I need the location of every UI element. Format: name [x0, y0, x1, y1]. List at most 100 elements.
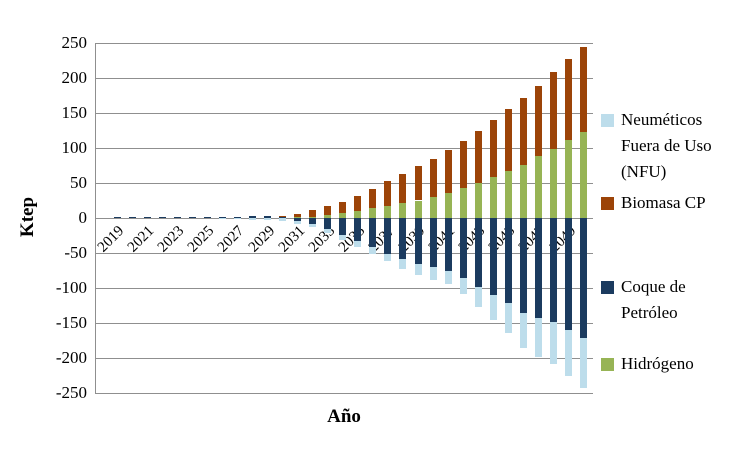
- gridline-y--100: [95, 287, 593, 289]
- bar-coque-2027: [233, 216, 241, 218]
- x-tick-label-2033: 2033: [305, 223, 339, 256]
- bar-hidrogeno-2040: [429, 197, 437, 218]
- bar-hidrogeno-2042: [459, 187, 467, 218]
- bar-coque-2048: [549, 218, 557, 323]
- x-tick-label-2027: 2027: [215, 223, 248, 256]
- bar-nfu-2036: [369, 247, 377, 255]
- bar-coque-2037: [384, 218, 392, 254]
- bar-hidrogeno-2033: [324, 215, 332, 218]
- y-tick-label: 100: [61, 138, 88, 157]
- bar-coque-2029: [264, 215, 271, 218]
- legend-label: Hidrógeno: [621, 354, 694, 373]
- bar-coque-2019: [113, 216, 121, 218]
- y-tick-label: -200: [55, 348, 87, 367]
- y-tick-label: -50: [64, 243, 87, 262]
- x-tick-label-2031: 2031: [275, 223, 308, 256]
- bar-coque-2021: [143, 216, 151, 218]
- bar-biomasa-2037: [384, 180, 392, 207]
- bar-coque-2041: [444, 218, 452, 272]
- bar-biomasa-2030: [279, 215, 287, 218]
- bar-coque-2049: [565, 218, 572, 330]
- legend-item-2: Biomasa CP: [601, 190, 721, 216]
- bar-nfu-2029: [264, 218, 271, 221]
- gridline-y-150: [95, 112, 593, 114]
- bar-coque-2024: [188, 216, 196, 218]
- bar-coque-2047: [534, 218, 542, 319]
- legend-item-1: Neuméticos Fuera de Uso (NFU): [601, 107, 721, 185]
- bar-biomasa-2041: [444, 150, 452, 193]
- bar-nfu-2035: [354, 241, 362, 247]
- legend-label: Coque de Petróleo: [621, 277, 686, 322]
- bar-hidrogeno-2049: [565, 140, 572, 218]
- x-tick-label-2019: 2019: [94, 223, 128, 256]
- bar-nfu-2043: [474, 286, 482, 307]
- bar-nfu-2030: [279, 218, 287, 221]
- bar-nfu-2049: [565, 330, 572, 377]
- bar-biomasa-2042: [459, 141, 467, 188]
- bar-coque-2032: [309, 218, 317, 224]
- bar-coque-2030: [279, 217, 287, 218]
- x-tick-label-2023: 2023: [154, 223, 188, 256]
- bar-nfu-2032: [309, 223, 317, 228]
- bar-hidrogeno-2050: [580, 131, 588, 218]
- y-tick-label: 50: [70, 173, 87, 192]
- bar-hidrogeno-2044: [489, 177, 497, 218]
- bar-biomasa-2039: [414, 166, 422, 201]
- plot-area: 2019 2021 2023 2025 2027 2029 2031 2033 2035 2037…: [94, 42, 593, 394]
- y-tick-label: 250: [61, 33, 88, 52]
- bar-biomasa-2049: [565, 59, 572, 141]
- bar-nfu-2038: [399, 259, 407, 270]
- bar-coque-2020: [128, 216, 136, 218]
- bar-hidrogeno-2048: [549, 149, 557, 218]
- bar-hidrogeno-2034: [339, 213, 347, 218]
- bar-nfu-2048: [549, 322, 557, 365]
- legend-swatch: [601, 114, 614, 127]
- bar-nfu-2033: [324, 229, 332, 234]
- bar-coque-2050: [580, 218, 588, 339]
- y-tick-label: -250: [55, 383, 87, 402]
- gridline-y-250: [95, 42, 593, 44]
- bar-nfu-2042: [459, 277, 467, 295]
- bar-nfu-2034: [339, 234, 347, 240]
- bar-biomasa-2043: [474, 130, 482, 183]
- bar-biomasa-2034: [339, 201, 347, 214]
- bar-coque-2022: [158, 216, 166, 218]
- bar-biomasa-2032: [309, 209, 317, 217]
- bar-hidrogeno-2036: [369, 208, 377, 218]
- bar-biomasa-2035: [354, 196, 362, 211]
- bar-hidrogeno-2046: [519, 164, 527, 218]
- legend-item-4: Hidrógeno: [601, 351, 721, 377]
- bar-coque-2033: [324, 218, 332, 230]
- legend-item-3: Coque de Petróleo: [601, 274, 721, 326]
- bar-coque-2028: [248, 215, 256, 218]
- bar-coque-2026: [218, 216, 226, 218]
- bar-hidrogeno-2035: [354, 211, 362, 218]
- legend-swatch: [601, 281, 614, 294]
- bar-coque-2023: [173, 216, 181, 218]
- x-tick-label-2029: 2029: [245, 223, 278, 256]
- gridline-y--250: [95, 392, 593, 394]
- gridline-y-200: [95, 77, 593, 79]
- bar-hidrogeno-2031: [294, 217, 302, 218]
- bar-coque-2042: [459, 218, 467, 278]
- bar-coque-2035: [354, 218, 362, 242]
- gridline-y--150: [95, 322, 593, 324]
- bar-hidrogeno-2032: [309, 216, 317, 218]
- bar-hidrogeno-2037: [384, 206, 392, 218]
- bar-hidrogeno-2045: [504, 171, 512, 218]
- bar-nfu-2031: [294, 220, 302, 224]
- bar-nfu-2027: [233, 218, 241, 220]
- bar-coque-2040: [429, 218, 437, 267]
- legend-label: Biomasa CP: [621, 193, 706, 212]
- bar-biomasa-2050: [580, 47, 588, 132]
- x-tick-label-2025: 2025: [185, 223, 218, 256]
- bar-nfu-2045: [504, 303, 512, 334]
- y-tick-label: 200: [61, 68, 88, 87]
- bar-nfu-2028: [248, 218, 256, 221]
- bar-nfu-2046: [519, 313, 527, 349]
- bar-biomasa-2045: [504, 108, 512, 172]
- bar-coque-2043: [474, 218, 482, 287]
- bar-biomasa-2044: [489, 120, 497, 178]
- bar-nfu-2044: [489, 295, 497, 321]
